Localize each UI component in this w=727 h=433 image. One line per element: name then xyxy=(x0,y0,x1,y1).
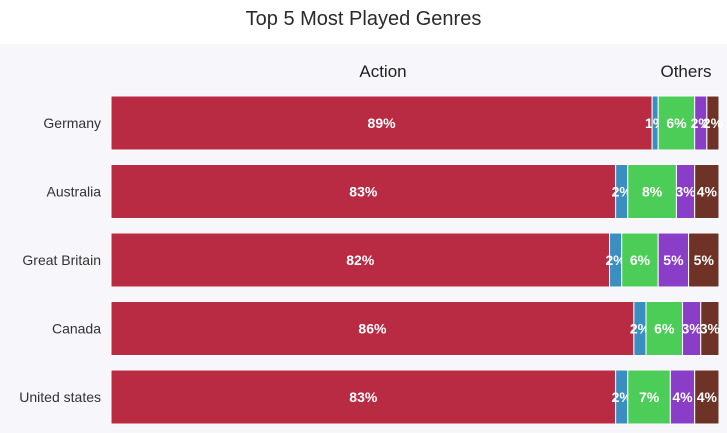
value-label: 6% xyxy=(654,321,675,337)
value-label: 3% xyxy=(700,321,721,337)
value-label: 86% xyxy=(358,321,387,337)
value-label: 4% xyxy=(697,184,718,200)
bar-row: Canada 86% 2% 6% 3%3% xyxy=(52,301,721,356)
chart-title: Top 5 Most Played Genres xyxy=(245,8,482,30)
value-label: 6% xyxy=(630,252,651,268)
annotation-action: Action xyxy=(359,62,406,81)
value-label: 82% xyxy=(346,252,375,268)
category-label: United states xyxy=(19,389,101,405)
value-label: 2% xyxy=(606,252,627,268)
bar-row: Great Britain 82% 2% 6% 5% 5% xyxy=(22,232,720,288)
value-label: 4% xyxy=(697,389,718,405)
bar-row: Australia 83% 2% 8% 3% 4% xyxy=(47,164,720,219)
bar-segment[interactable] xyxy=(627,164,677,219)
bar-segment[interactable] xyxy=(688,232,720,288)
value-label: 2% xyxy=(612,389,633,405)
value-label: 89% xyxy=(368,115,397,131)
value-label: 7% xyxy=(639,389,660,405)
bar-segment[interactable] xyxy=(110,301,635,356)
value-label: 6% xyxy=(666,115,687,131)
value-label: 5% xyxy=(694,252,715,268)
bar-segment[interactable] xyxy=(700,301,720,356)
bar-row: United states 83% 2% 7% 4% 4% xyxy=(19,369,720,425)
annotation-others: Others xyxy=(660,62,711,81)
bar-segment[interactable] xyxy=(694,369,720,425)
value-label: 8% xyxy=(642,184,663,200)
value-label: 2% xyxy=(703,115,724,131)
category-label: Australia xyxy=(47,184,102,200)
category-label: Germany xyxy=(43,115,101,131)
bar-segment[interactable] xyxy=(110,164,617,219)
value-label: 4% xyxy=(672,389,693,405)
value-label: 3% xyxy=(675,184,696,200)
bar-segment[interactable] xyxy=(657,232,690,288)
value-label: 83% xyxy=(349,389,378,405)
category-label: Great Britain xyxy=(22,252,101,268)
bar-segment[interactable] xyxy=(657,95,696,151)
category-label: Canada xyxy=(52,321,101,337)
bar-row: Germany 89% 1% 6% 2%2% xyxy=(43,95,724,151)
value-label: 2% xyxy=(630,321,651,337)
bar-segment[interactable] xyxy=(110,369,617,425)
bar-segment[interactable] xyxy=(645,301,684,356)
bar-segment[interactable] xyxy=(110,95,653,151)
bar-segment[interactable] xyxy=(110,232,611,288)
value-label: 83% xyxy=(349,184,378,200)
bar-segment[interactable] xyxy=(669,369,696,425)
value-label: 2% xyxy=(612,184,633,200)
value-label: 3% xyxy=(682,321,703,337)
value-label: 2% xyxy=(691,115,712,131)
bar-segment[interactable] xyxy=(694,164,720,219)
bar-segment[interactable] xyxy=(706,95,720,151)
value-label: 5% xyxy=(663,252,684,268)
